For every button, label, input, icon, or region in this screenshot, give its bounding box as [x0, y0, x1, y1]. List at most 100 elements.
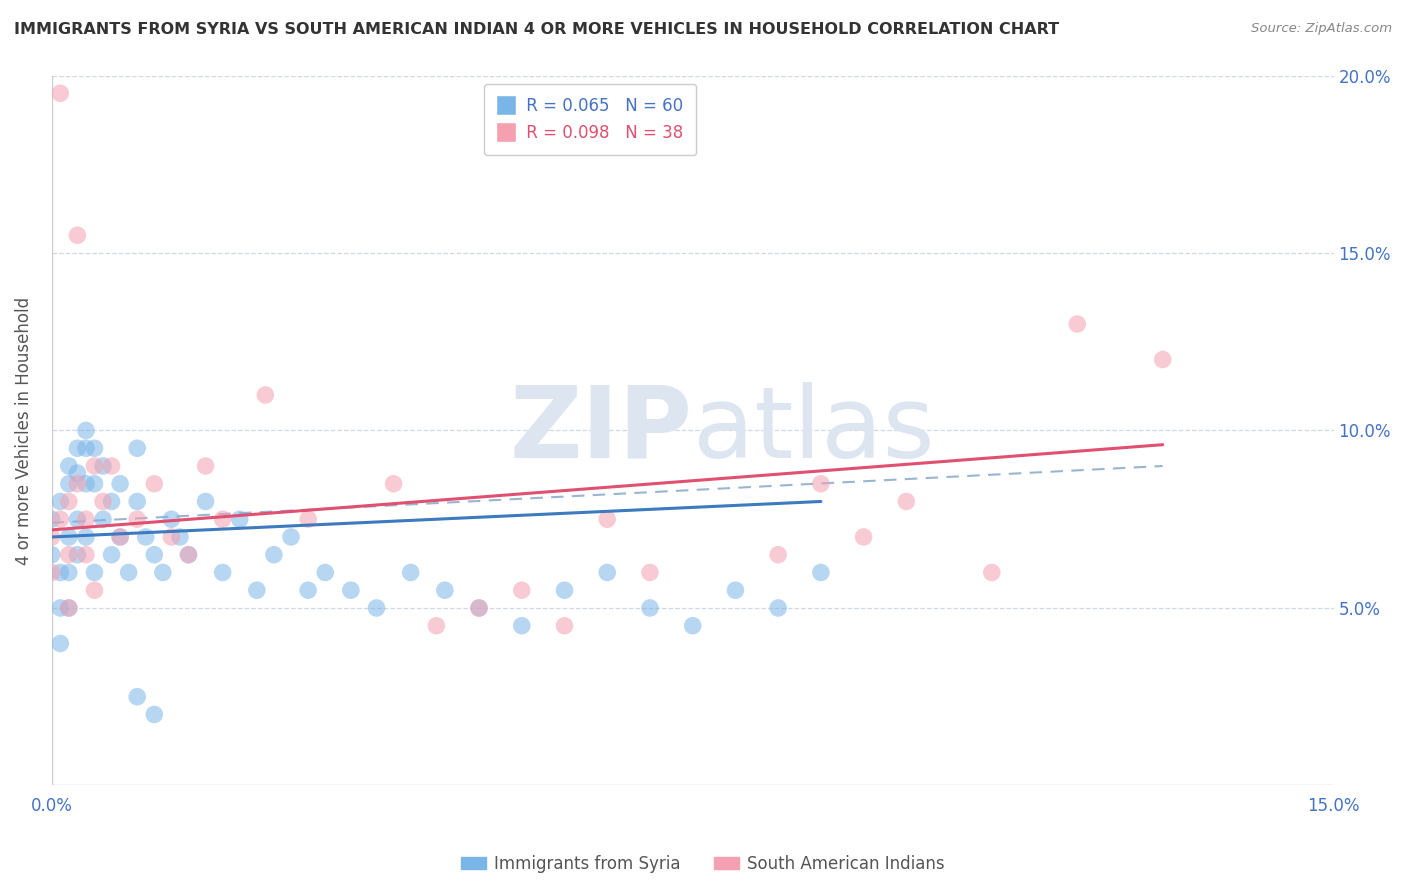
- Point: [160, 512, 183, 526]
- Point: [75, 476, 97, 491]
- Point: [425, 618, 447, 632]
- Point: [211, 512, 233, 526]
- Point: [127, 512, 149, 526]
- Point: [810, 566, 832, 580]
- Point: [83, 442, 105, 456]
- Point: [143, 548, 166, 562]
- Point: [177, 548, 200, 562]
- Point: [58, 458, 80, 473]
- Point: [41, 548, 63, 562]
- Point: [75, 548, 97, 562]
- Point: [314, 566, 336, 580]
- Point: [108, 530, 131, 544]
- Point: [49, 636, 72, 650]
- Point: [58, 530, 80, 544]
- Point: [254, 388, 277, 402]
- Point: [66, 548, 89, 562]
- Point: [169, 530, 191, 544]
- Point: [75, 530, 97, 544]
- Point: [135, 530, 157, 544]
- Point: [100, 494, 122, 508]
- Point: [49, 601, 72, 615]
- Point: [682, 618, 704, 632]
- Point: [399, 566, 422, 580]
- Point: [638, 601, 661, 615]
- Point: [1066, 317, 1088, 331]
- Point: [143, 476, 166, 491]
- Y-axis label: 4 or more Vehicles in Household: 4 or more Vehicles in Household: [15, 296, 32, 565]
- Point: [263, 548, 285, 562]
- Point: [66, 466, 89, 480]
- Point: [118, 566, 141, 580]
- Point: [852, 530, 875, 544]
- Point: [58, 548, 80, 562]
- Point: [41, 530, 63, 544]
- Point: [66, 476, 89, 491]
- Point: [766, 601, 789, 615]
- Point: [49, 494, 72, 508]
- Point: [75, 512, 97, 526]
- Text: ZIP: ZIP: [510, 382, 693, 479]
- Point: [280, 530, 302, 544]
- Point: [127, 494, 149, 508]
- Point: [100, 548, 122, 562]
- Point: [246, 583, 269, 598]
- Point: [66, 512, 89, 526]
- Point: [724, 583, 747, 598]
- Point: [177, 548, 200, 562]
- Point: [127, 442, 149, 456]
- Point: [100, 458, 122, 473]
- Point: [510, 618, 533, 632]
- Text: atlas: atlas: [693, 382, 935, 479]
- Point: [638, 566, 661, 580]
- Point: [49, 512, 72, 526]
- Point: [143, 707, 166, 722]
- Point: [340, 583, 363, 598]
- Point: [58, 494, 80, 508]
- Point: [66, 442, 89, 456]
- Point: [194, 458, 217, 473]
- Point: [91, 494, 114, 508]
- Point: [553, 583, 575, 598]
- Point: [75, 442, 97, 456]
- Point: [229, 512, 252, 526]
- Point: [896, 494, 918, 508]
- Point: [980, 566, 1002, 580]
- Point: [127, 690, 149, 704]
- Point: [41, 512, 63, 526]
- Text: Source: ZipAtlas.com: Source: ZipAtlas.com: [1251, 22, 1392, 36]
- Point: [553, 618, 575, 632]
- Point: [58, 601, 80, 615]
- Point: [41, 566, 63, 580]
- Point: [83, 566, 105, 580]
- Point: [382, 476, 405, 491]
- Point: [297, 583, 319, 598]
- Point: [91, 458, 114, 473]
- Point: [108, 530, 131, 544]
- Text: IMMIGRANTS FROM SYRIA VS SOUTH AMERICAN INDIAN 4 OR MORE VEHICLES IN HOUSEHOLD C: IMMIGRANTS FROM SYRIA VS SOUTH AMERICAN …: [14, 22, 1059, 37]
- Point: [468, 601, 491, 615]
- Point: [83, 458, 105, 473]
- Point: [297, 512, 319, 526]
- Point: [194, 494, 217, 508]
- Point: [91, 512, 114, 526]
- Point: [160, 530, 183, 544]
- Point: [66, 228, 89, 243]
- Point: [510, 583, 533, 598]
- Point: [75, 424, 97, 438]
- Point: [49, 566, 72, 580]
- Point: [108, 476, 131, 491]
- Point: [83, 476, 105, 491]
- Point: [211, 566, 233, 580]
- Point: [83, 583, 105, 598]
- Point: [1152, 352, 1174, 367]
- Point: [596, 512, 619, 526]
- Point: [58, 601, 80, 615]
- Point: [58, 566, 80, 580]
- Point: [766, 548, 789, 562]
- Point: [433, 583, 456, 598]
- Point: [152, 566, 174, 580]
- Legend:  R = 0.065   N = 60,  R = 0.098   N = 38: R = 0.065 N = 60, R = 0.098 N = 38: [484, 84, 696, 155]
- Point: [58, 476, 80, 491]
- Point: [49, 87, 72, 101]
